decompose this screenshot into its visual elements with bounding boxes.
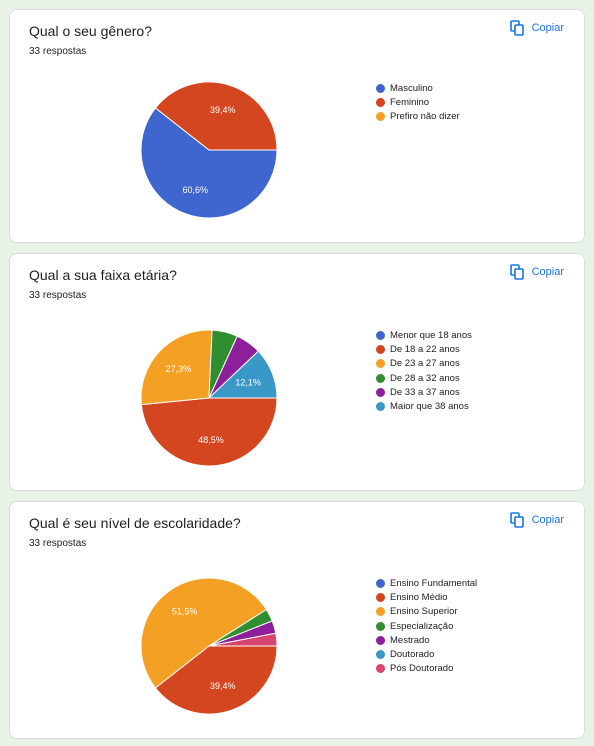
pie-chart: 48,5% 27,3% 12,1% <box>140 329 278 467</box>
legend-label: Maior que 38 anos <box>390 401 469 413</box>
legend-swatch <box>376 635 385 645</box>
pie-chart: 39,4% 51,5% <box>140 577 278 715</box>
legend-swatch <box>376 373 385 383</box>
slice-label-3: 51,5% <box>172 607 198 617</box>
legend-item: De 28 a 32 anos <box>376 371 472 385</box>
pie-slice-2[interactable] <box>154 645 278 715</box>
pie-slice-1[interactable] <box>140 107 278 219</box>
legend-label: Mestrado <box>390 634 430 646</box>
legend-item: De 23 a 27 anos <box>376 357 472 371</box>
legend-swatch <box>376 607 385 617</box>
copy-label: Copiar <box>531 22 564 34</box>
question-title: Qual o seu gênero? <box>29 23 152 39</box>
pie-chart: 60,6% 39,4% <box>140 81 278 219</box>
legend-item: Maior que 38 anos <box>376 399 472 413</box>
slice-label-6: 12,1% <box>235 377 261 387</box>
legend-item: Especialização <box>376 619 477 633</box>
question-title: Qual é seu nível de escolaridade? <box>29 515 241 531</box>
copy-label: Copiar <box>531 514 564 526</box>
copy-button[interactable]: Copiar <box>509 20 564 36</box>
legend-label: De 28 a 32 anos <box>390 372 460 384</box>
legend-label: Menor que 18 anos <box>390 329 472 341</box>
response-count: 33 respostas <box>29 290 87 301</box>
pie-slice-7[interactable] <box>208 632 278 647</box>
legend-item: De 18 a 22 anos <box>376 342 472 356</box>
legend-item: Ensino Médio <box>376 590 477 604</box>
legend-item: Menor que 18 anos <box>376 328 472 342</box>
legend-label: De 33 a 37 anos <box>390 386 460 398</box>
legend-label: De 18 a 22 anos <box>390 343 460 355</box>
slice-label-2: 48,5% <box>198 435 224 445</box>
legend-item: De 33 a 37 anos <box>376 385 472 399</box>
copy-button[interactable]: Copiar <box>509 512 564 528</box>
legend-swatch <box>376 402 385 412</box>
copy-button[interactable]: Copiar <box>509 264 564 280</box>
legend-swatch <box>376 387 385 397</box>
legend-swatch <box>376 650 385 660</box>
legend-item: Ensino Superior <box>376 605 477 619</box>
legend-item: Mestrado <box>376 633 477 647</box>
slice-label-2: 39,4% <box>210 681 236 691</box>
legend-item: Doutorado <box>376 647 477 661</box>
legend-item: Feminino <box>376 95 460 109</box>
pie-slice-3[interactable] <box>140 329 213 406</box>
legend-label: Pós Doutorado <box>390 663 454 675</box>
slice-label-1: 60,6% <box>182 185 208 195</box>
legend-label: Ensino Superior <box>390 606 458 618</box>
legend-item: Prefiro não dizer <box>376 110 460 124</box>
pie-slice-2[interactable] <box>154 81 278 151</box>
pie-slice-2[interactable] <box>140 397 278 467</box>
legend-label: Prefiro não dizer <box>390 111 460 123</box>
legend-swatch <box>376 359 385 369</box>
response-count: 33 respostas <box>29 538 87 549</box>
question-card-education: Qual é seu nível de escolaridade? 33 res… <box>9 501 585 739</box>
legend-item: Pós Doutorado <box>376 662 477 676</box>
legend: Menor que 18 anos De 18 a 22 anos De 23 a … <box>376 328 472 414</box>
legend-item: Masculino <box>376 81 460 95</box>
legend-swatch <box>376 97 385 107</box>
copy-label: Copiar <box>531 266 564 278</box>
slice-label-2: 39,4% <box>210 105 236 115</box>
legend-swatch <box>376 592 385 602</box>
legend-label: Masculino <box>390 82 433 94</box>
legend-swatch <box>376 578 385 588</box>
slice-label-3: 27,3% <box>166 364 192 374</box>
legend-label: Ensino Médio <box>390 591 448 603</box>
legend-swatch <box>376 330 385 340</box>
copy-icon <box>509 512 524 528</box>
legend-swatch <box>376 344 385 354</box>
legend-swatch <box>376 664 385 674</box>
legend-label: De 23 a 27 anos <box>390 358 460 370</box>
legend-label: Feminino <box>390 96 430 108</box>
legend-swatch <box>376 621 385 631</box>
legend: Masculino Feminino Prefiro não dizer <box>376 81 460 124</box>
legend-item: Ensino Fundamental <box>376 576 477 590</box>
copy-icon <box>509 264 524 280</box>
question-card-age: Qual a sua faixa etária? 33 respostas Co… <box>9 253 585 491</box>
pie-slice-6[interactable] <box>207 350 278 399</box>
legend-label: Doutorado <box>390 649 435 661</box>
legend-swatch <box>376 83 385 93</box>
response-count: 33 respostas <box>29 46 87 57</box>
pie-slice-3[interactable] <box>140 577 268 689</box>
question-title: Qual a sua faixa etária? <box>29 267 177 283</box>
legend-swatch <box>376 112 385 122</box>
question-card-gender: Qual o seu gênero? 33 respostas Copiar 6… <box>9 9 585 243</box>
legend: Ensino Fundamental Ensino Médio Ensino Sup… <box>376 576 477 676</box>
copy-icon <box>509 20 524 36</box>
legend-label: Ensino Fundamental <box>390 577 478 589</box>
legend-label: Especialização <box>390 620 454 632</box>
